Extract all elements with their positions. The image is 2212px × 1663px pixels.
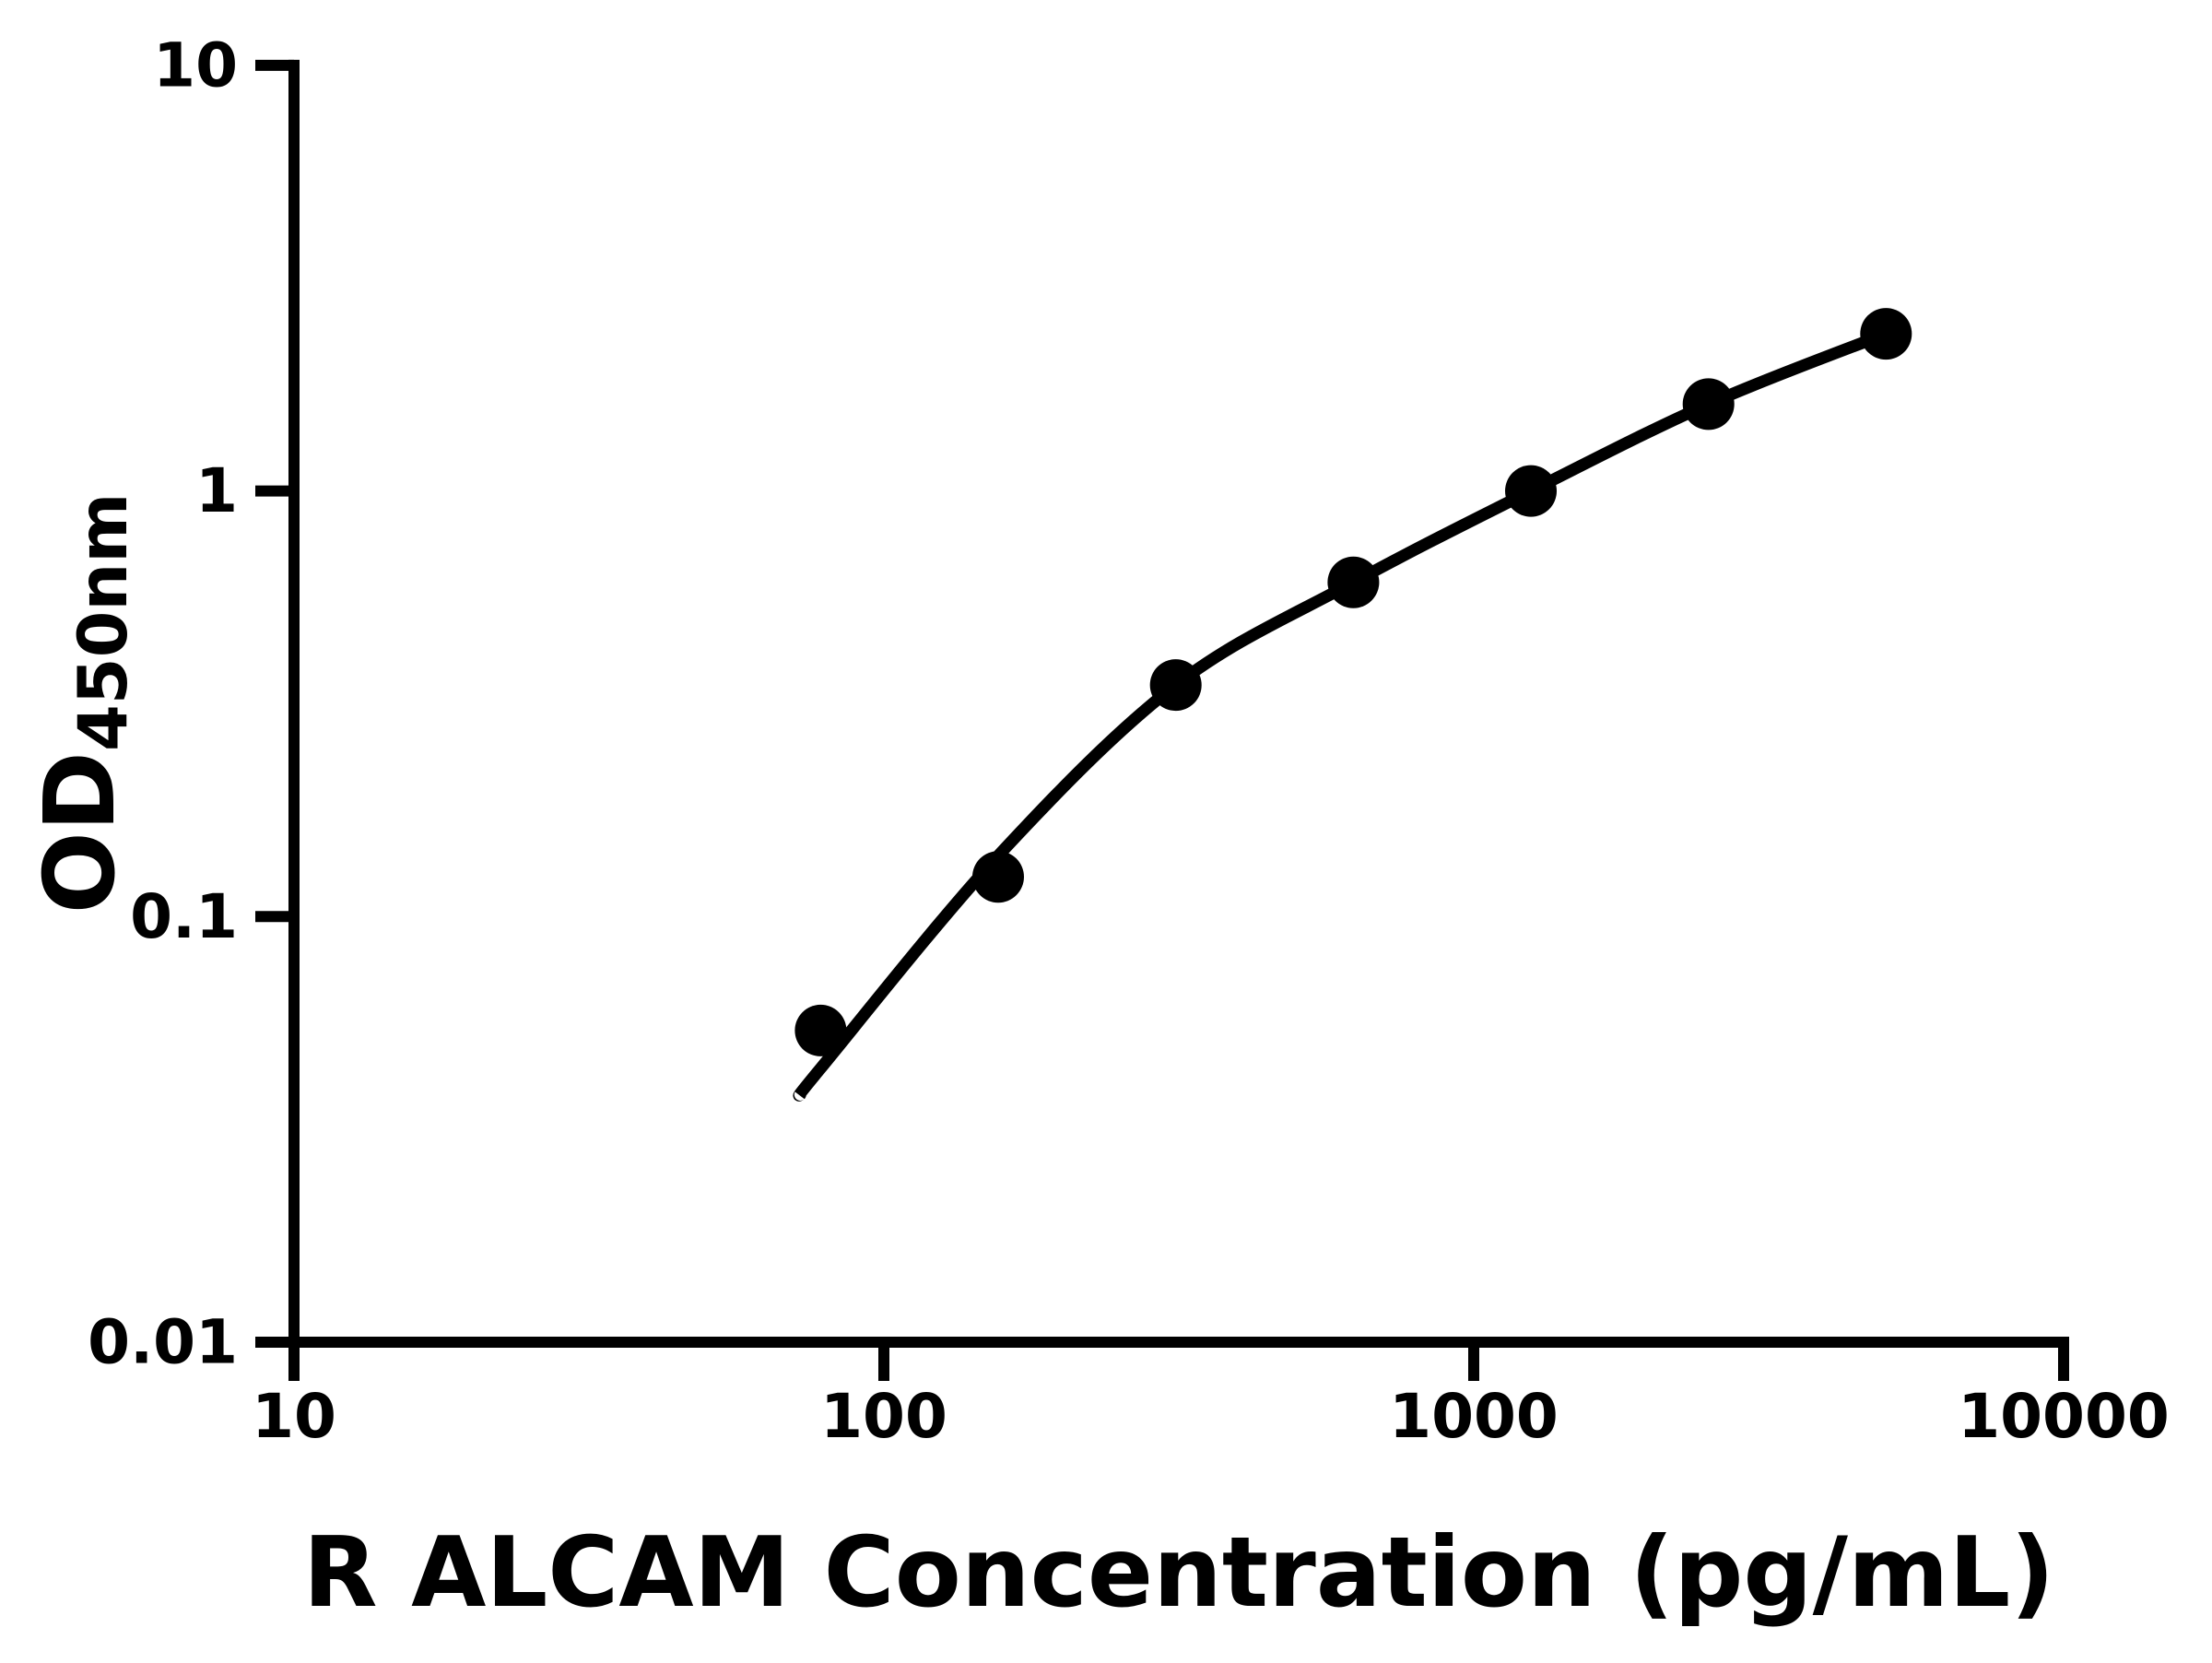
data-point	[1860, 308, 1912, 360]
data-point	[794, 1004, 847, 1056]
y-tick-label: 0.1	[130, 881, 238, 952]
fit-curve-group	[793, 328, 1888, 1102]
y-axis-title-main: OD	[24, 751, 136, 914]
y-axis-title: OD450nm	[24, 493, 143, 914]
y-tick-label: 1	[195, 455, 238, 526]
fit-curve	[793, 328, 1888, 1102]
y-tick-label: 10	[153, 29, 238, 100]
axes	[288, 59, 2069, 1348]
data-points-group	[794, 308, 1912, 1056]
data-point	[1505, 465, 1557, 517]
data-point	[972, 851, 1024, 903]
data-point	[1327, 556, 1380, 608]
x-tick-label: 10000	[1958, 1381, 2170, 1452]
x-tick-label: 10	[252, 1381, 336, 1452]
y-axis-title-subscript: 450nm	[65, 493, 143, 751]
x-tick-label: 1000	[1389, 1381, 1559, 1452]
tick-labels: 10 100 1000 10000 10 1 0.1 0.01	[88, 29, 2170, 1451]
x-tick-label: 100	[820, 1381, 947, 1452]
tick-marks	[255, 59, 2069, 1381]
x-axis-title: R ALCAM Concentration (pg/mL)	[303, 1516, 2055, 1629]
data-point	[1682, 378, 1735, 430]
y-tick-label: 0.01	[88, 1307, 238, 1378]
data-point	[1149, 659, 1202, 712]
